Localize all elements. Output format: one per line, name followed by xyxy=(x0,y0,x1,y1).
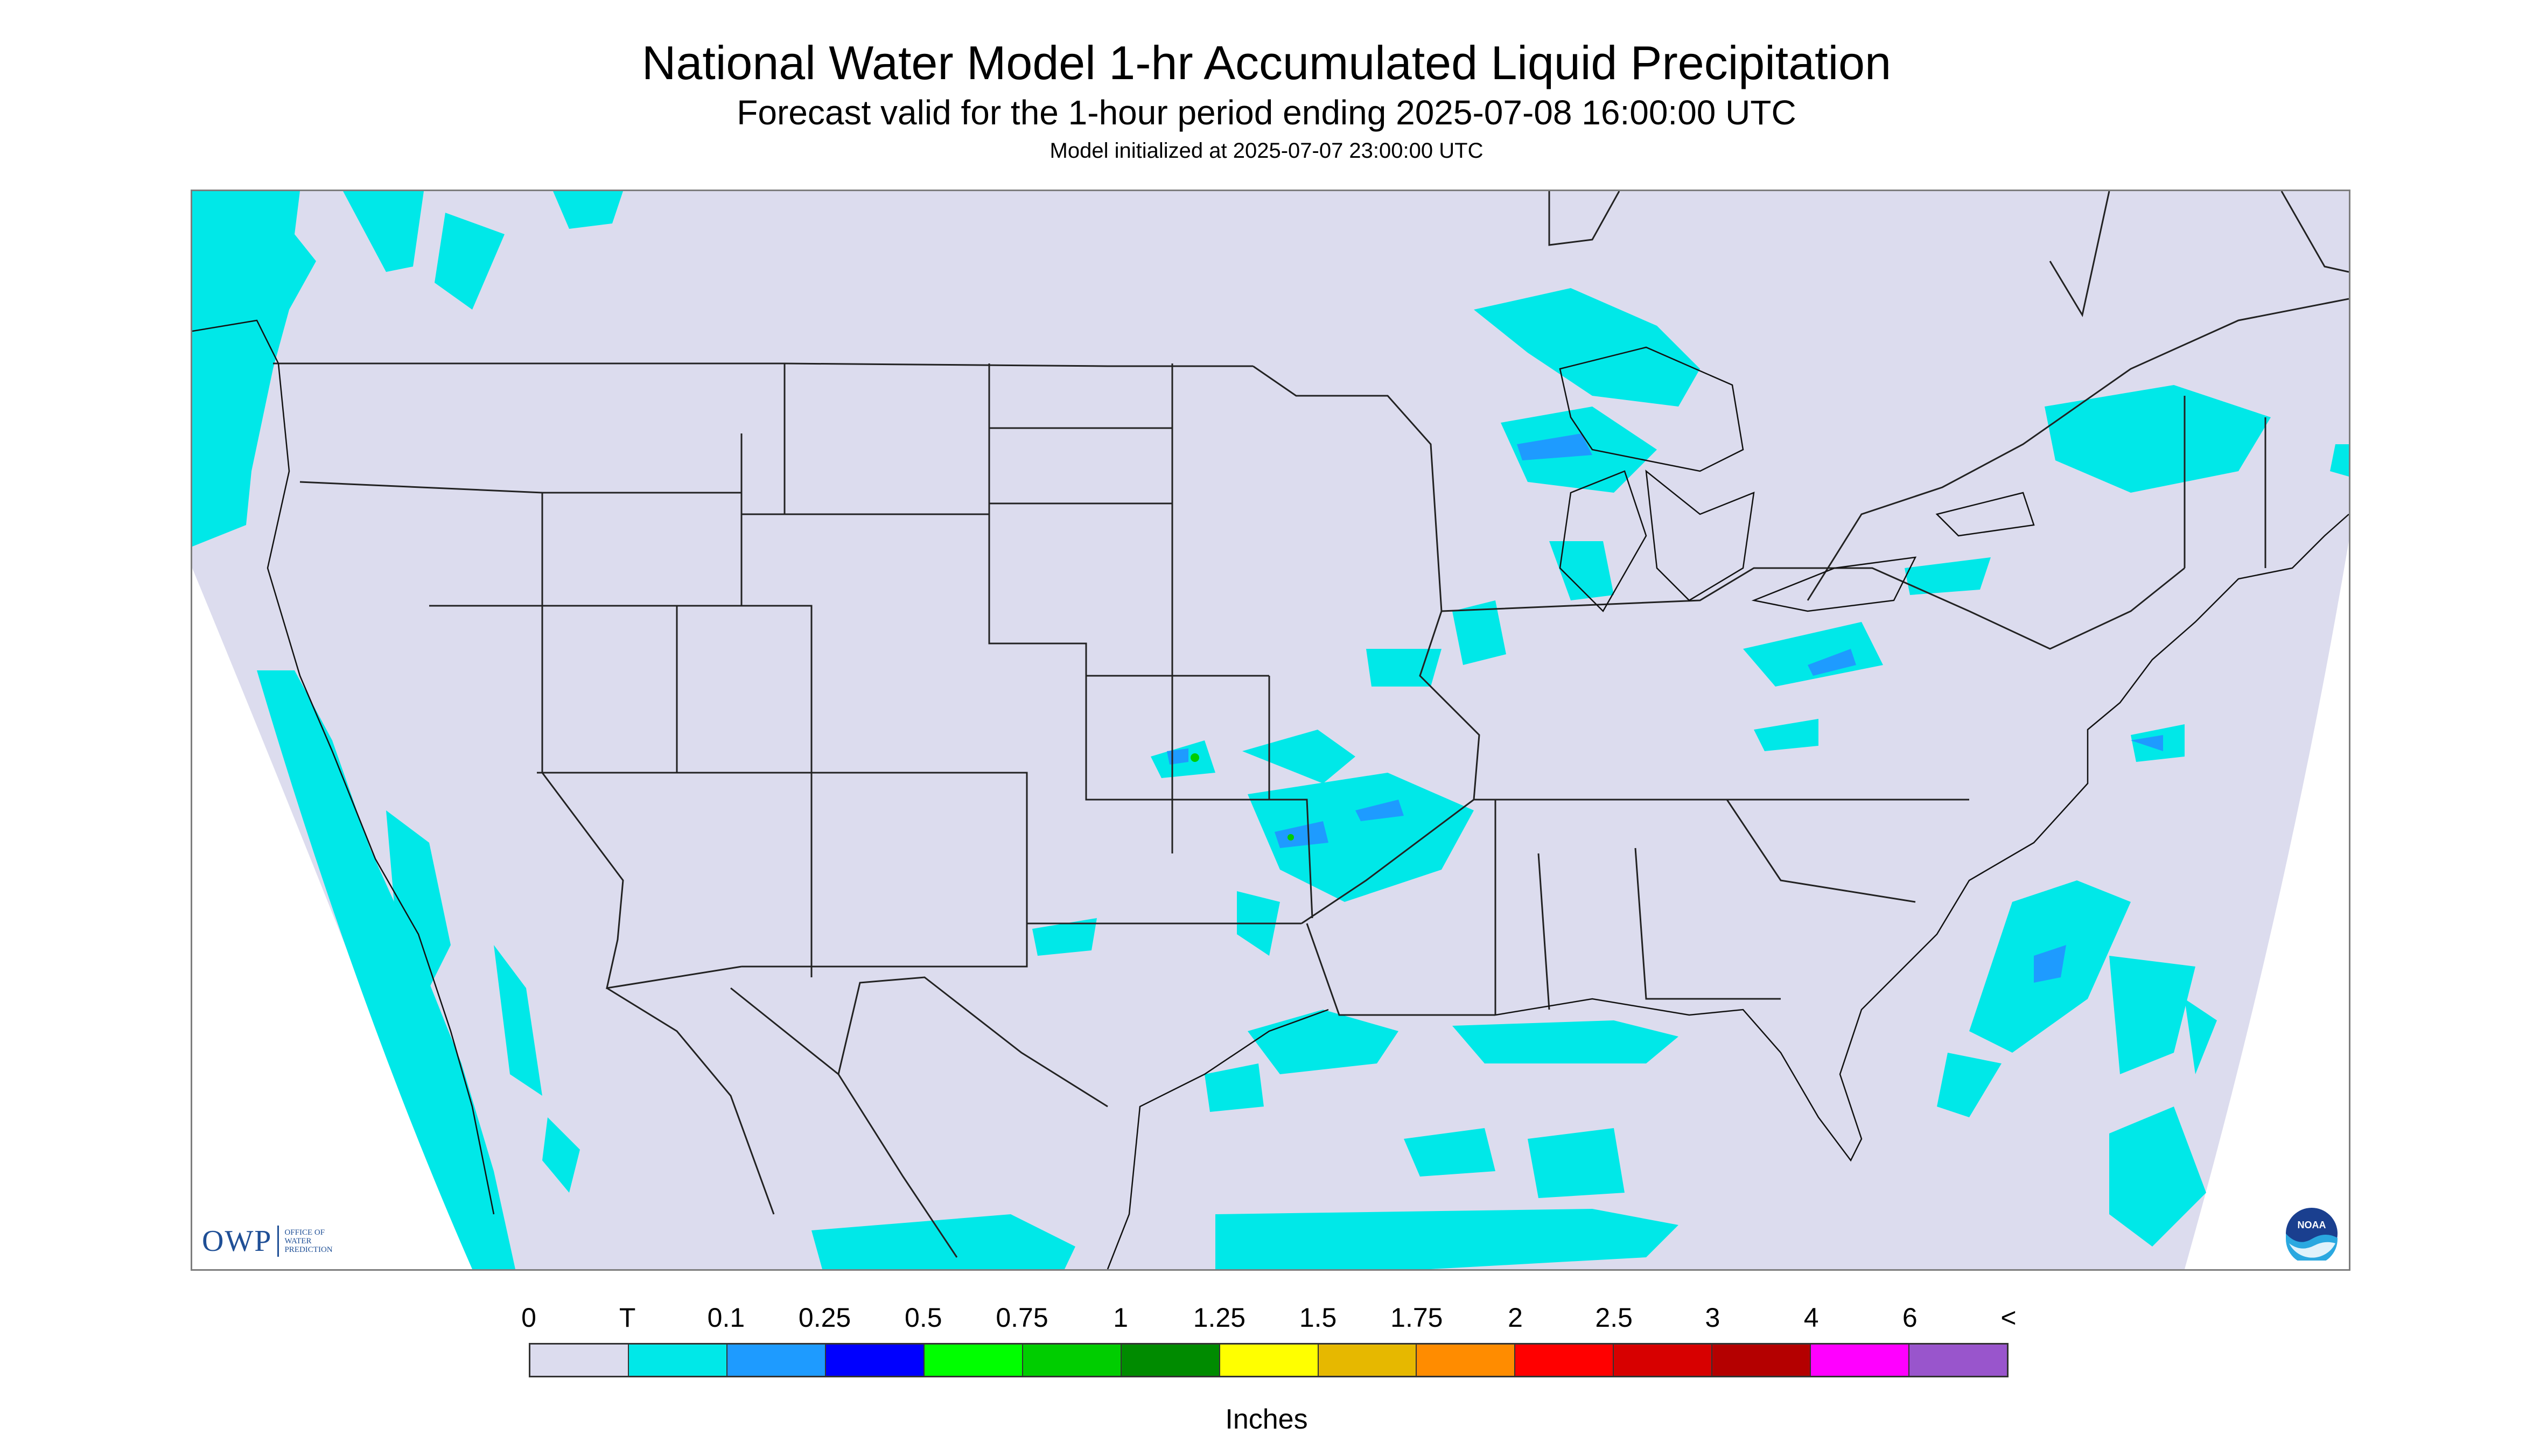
legend-swatch xyxy=(628,1345,727,1376)
legend-tick-label: 3 xyxy=(1705,1303,1720,1333)
owp-logo: OWP OFFICE OF WATER PREDICTION xyxy=(202,1224,333,1258)
legend-swatch xyxy=(1417,1345,1516,1376)
legend-tick-label: 1.75 xyxy=(1390,1303,1443,1333)
legend-labels: 0 T 0.1 0.25 0.5 0.75 1 1.25 1.5 1.75 2 2.5 3 4 6 < xyxy=(521,1302,2017,1340)
legend-swatch xyxy=(1515,1345,1614,1376)
owp-logo-divider xyxy=(277,1226,279,1257)
legend-tick-label: 1.5 xyxy=(1299,1303,1337,1333)
legend-swatch xyxy=(530,1345,629,1376)
legend-tick-label: 0 xyxy=(521,1303,536,1333)
map-title: National Water Model 1-hr Accumulated Li… xyxy=(641,36,1892,89)
legend-tick-label: 0.75 xyxy=(996,1303,1048,1333)
legend-tick-label: 4 xyxy=(1803,1303,1819,1333)
model-init-line: Model initialized at 2025-07-07 23:00:00… xyxy=(1049,139,1484,163)
legend-tick-label: 1 xyxy=(1113,1303,1129,1333)
light-rain-cores xyxy=(1167,433,2163,983)
noaa-logo-text: NOAA xyxy=(2298,1220,2326,1230)
legend-swatch xyxy=(1909,1345,2007,1376)
precipitation-map: OWP OFFICE OF WATER PREDICTION NOAA xyxy=(191,190,2350,1271)
legend-tick-label: 0.1 xyxy=(707,1303,745,1333)
owp-subtext-line: WATER xyxy=(284,1237,312,1245)
legend-swatch xyxy=(1811,1345,1910,1376)
legend-swatch xyxy=(1318,1345,1417,1376)
legend-swatch xyxy=(1121,1345,1220,1376)
moderate-rain-cores xyxy=(1191,753,1294,841)
model-domain xyxy=(192,191,2349,1269)
owp-logo-subtext: OFFICE OF WATER PREDICTION xyxy=(284,1228,332,1254)
legend-tick-label: 1.25 xyxy=(1193,1303,1246,1333)
legend-swatch xyxy=(924,1345,1023,1376)
legend-colorbar xyxy=(529,1343,2009,1377)
legend-tick-label: < xyxy=(2000,1303,2017,1333)
trace-precip-areas xyxy=(192,191,2349,1269)
legend-swatch xyxy=(1712,1345,1811,1376)
legend-tick-label: 0.5 xyxy=(905,1303,942,1333)
owp-subtext-line: OFFICE OF xyxy=(284,1228,325,1237)
owp-subtext-line: PREDICTION xyxy=(284,1245,333,1254)
map-subtitle: Forecast valid for the 1-hour period end… xyxy=(737,93,1796,132)
legend-swatch xyxy=(727,1345,826,1376)
legend-swatch xyxy=(1220,1345,1319,1376)
color-legend: 0 T 0.1 0.25 0.5 0.75 1 1.25 1.5 1.75 2 2.5 3 4 6 < xyxy=(521,1302,2017,1377)
map-canvas xyxy=(192,191,2349,1269)
noaa-logo: NOAA xyxy=(2286,1208,2338,1261)
legend-swatch xyxy=(825,1345,925,1376)
owp-logo-text: OWP xyxy=(202,1224,272,1258)
coastlines xyxy=(192,319,2349,1269)
legend-unit-label: Inches xyxy=(1225,1404,1308,1435)
legend-tick-label: T xyxy=(619,1303,636,1333)
legend-swatch xyxy=(1023,1345,1122,1376)
legend-tick-label: 2.5 xyxy=(1595,1303,1633,1333)
political-borders xyxy=(273,191,2349,1258)
legend-swatch xyxy=(1614,1345,1713,1376)
legend-tick-label: 6 xyxy=(1902,1303,1918,1333)
legend-tick-label: 0.25 xyxy=(798,1303,851,1333)
legend-tick-label: 2 xyxy=(1508,1303,1523,1333)
